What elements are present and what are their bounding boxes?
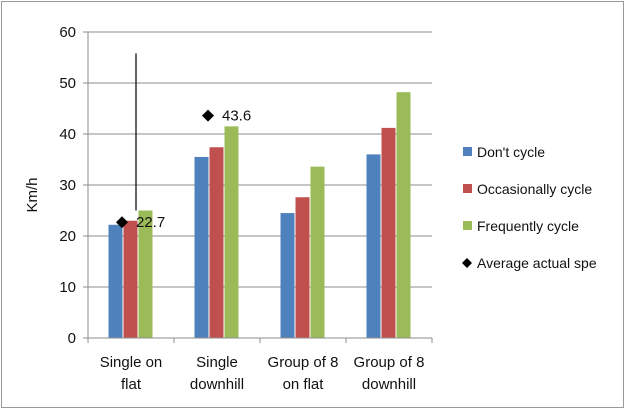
x-tick-label: Group of 8 downhill — [354, 354, 425, 393]
x-axis — [87, 337, 433, 343]
bar — [138, 210, 153, 338]
bar — [295, 197, 310, 338]
x-tick-label: Group of 8 on flat — [268, 354, 339, 393]
legend-marker — [462, 258, 472, 268]
x-tick-label-line: flat — [121, 376, 142, 393]
x-tick-label: Single on flat — [100, 354, 163, 393]
bar — [396, 92, 411, 339]
bar — [224, 126, 239, 338]
bar — [366, 154, 381, 338]
average-marker — [116, 216, 128, 229]
average-marker — [202, 109, 214, 122]
y-tick-label: 40 — [59, 126, 76, 143]
y-axis-title: Km/h — [24, 177, 41, 212]
legend-swatch — [463, 184, 472, 193]
x-tick-label: Single downhill — [190, 354, 244, 393]
legend-label: Average actual spe — [477, 255, 597, 271]
x-tick-label-line: Group of 8 — [354, 354, 425, 371]
y-tick-label: 50 — [59, 75, 76, 92]
bar — [381, 127, 396, 338]
average-markers: 22.7 43.6 — [116, 108, 251, 231]
bar — [310, 166, 325, 338]
legend-label: Don't cycle — [477, 144, 545, 160]
data-label: 22.7 — [136, 214, 165, 231]
legend-swatch — [463, 221, 472, 230]
bar — [280, 213, 295, 338]
x-tick-label-line: Single on — [100, 354, 163, 371]
x-tick-label-line: Group of 8 — [268, 354, 339, 371]
data-label: 43.6 — [222, 108, 251, 125]
x-tick-label-line: downhill — [362, 376, 416, 393]
legend-label: Occasionally cycle — [477, 181, 592, 197]
category-labels: Single on flat Single downhill Group of 8 on … — [100, 354, 425, 393]
x-tick-label-line: Single — [196, 354, 238, 371]
x-tick-label-line: downhill — [190, 376, 244, 393]
legend-swatch — [463, 147, 472, 156]
bar — [123, 220, 138, 338]
y-tick-label: 30 — [59, 177, 76, 194]
bar — [108, 224, 123, 338]
legend-label: Frequently cycle — [477, 218, 579, 234]
y-tick-label: 0 — [68, 330, 76, 347]
x-tick-label-line: on flat — [283, 376, 325, 393]
y-tick-label: 10 — [59, 279, 76, 296]
legend: Don't cycle Occasionally cycle Frequently … — [462, 144, 597, 271]
bars — [108, 92, 411, 339]
y-axis-ticks: 0 10 20 30 40 50 60 — [59, 24, 89, 347]
y-tick-label: 20 — [59, 228, 76, 245]
bar — [194, 156, 209, 338]
bar — [209, 147, 224, 338]
y-tick-label: 60 — [59, 24, 76, 41]
